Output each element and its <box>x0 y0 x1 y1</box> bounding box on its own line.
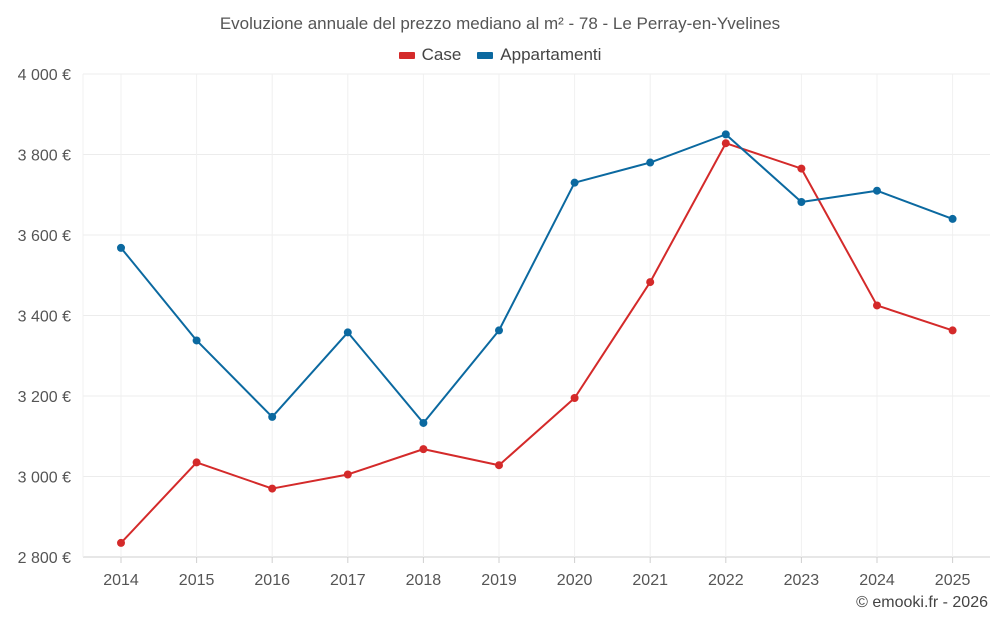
x-tick-label: 2014 <box>103 572 139 589</box>
data-point-case <box>570 394 579 403</box>
data-point-case <box>721 139 730 148</box>
data-point-case <box>192 458 201 467</box>
y-tick-label: 3 600 € <box>18 228 71 245</box>
data-point-appartamenti <box>268 412 277 421</box>
data-point-case <box>873 301 881 310</box>
data-point-appartamenti <box>343 328 352 337</box>
data-point-appartamenti <box>948 214 957 223</box>
x-tick-label: 2016 <box>254 572 290 589</box>
data-point-case <box>646 278 655 287</box>
x-tick-label: 2017 <box>330 572 366 589</box>
x-tick-label: 2024 <box>859 572 895 589</box>
data-point-appartamenti <box>419 418 428 427</box>
legend-swatch-appartamenti <box>477 51 494 59</box>
y-tick-label: 4 000 € <box>18 67 71 84</box>
legend-item-appartamenti[interactable]: Appartamenti <box>477 45 601 65</box>
data-point-case <box>495 461 503 470</box>
data-point-appartamenti <box>192 336 201 345</box>
legend-label-case: Case <box>421 45 462 64</box>
x-tick-label: 2022 <box>708 572 744 589</box>
legend-label-appartamenti: Appartamenti <box>500 45 602 64</box>
data-point-case <box>948 326 957 335</box>
data-point-case <box>419 445 428 454</box>
data-point-appartamenti <box>495 326 503 335</box>
data-point-case <box>797 164 806 173</box>
y-tick-label: 3 800 € <box>18 148 71 165</box>
data-point-appartamenti <box>646 158 655 167</box>
x-tick-label: 2023 <box>784 572 820 589</box>
legend: Case Appartamenti <box>0 45 1000 65</box>
series-line-appartamenti <box>120 133 953 424</box>
x-tick-label: 2025 <box>935 572 971 589</box>
credit-text: © emooki.fr - 2026 <box>856 594 988 611</box>
data-point-appartamenti <box>797 197 806 206</box>
data-point-appartamenti <box>117 243 125 252</box>
data-point-case <box>117 538 125 547</box>
y-tick-label: 2 800 € <box>18 550 71 567</box>
x-tick-label: 2020 <box>557 572 593 589</box>
x-tick-label: 2015 <box>179 572 215 589</box>
data-point-case <box>343 470 352 479</box>
data-point-appartamenti <box>570 178 579 187</box>
y-tick-label: 3 000 € <box>18 470 71 487</box>
legend-swatch-case <box>398 51 415 59</box>
series-line-case <box>120 142 953 544</box>
y-tick-label: 3 200 € <box>18 389 71 406</box>
y-tick-label: 3 400 € <box>18 309 71 326</box>
data-point-appartamenti <box>721 130 730 139</box>
data-point-appartamenti <box>873 186 881 195</box>
chart-title: Evoluzione annuale del prezzo mediano al… <box>219 14 781 33</box>
legend-item-case[interactable]: Case <box>398 45 462 65</box>
x-tick-label: 2021 <box>632 572 668 589</box>
x-tick-label: 2019 <box>481 572 517 589</box>
x-tick-label: 2018 <box>406 572 442 589</box>
data-point-case <box>268 484 277 493</box>
